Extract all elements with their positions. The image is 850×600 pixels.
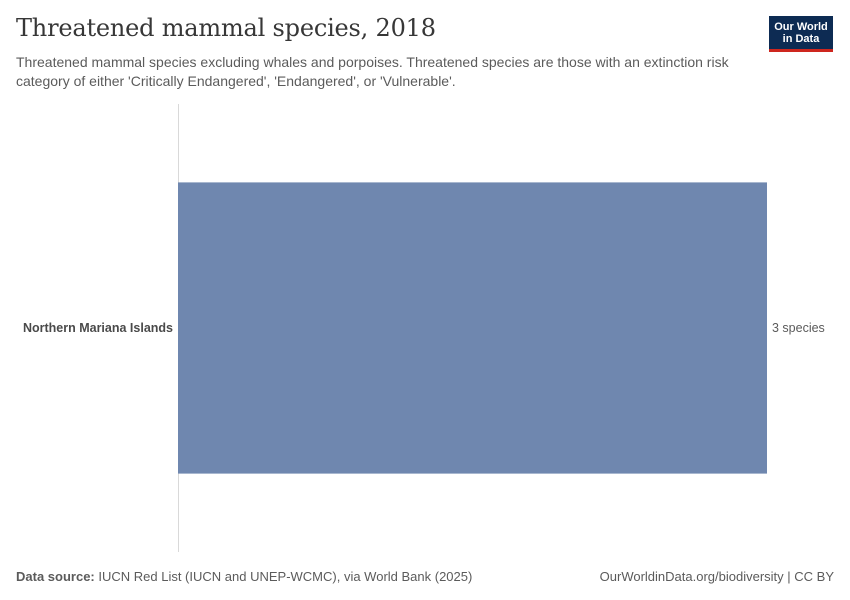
data-source-text: IUCN Red List (IUCN and UNEP-WCMC), via … [94,569,473,584]
license-link[interactable]: OurWorldinData.org/biodiversity | CC BY [599,569,834,584]
logo-line-2: in Data [782,33,820,45]
logo-line-1: Our World [774,21,828,33]
owid-logo[interactable]: Our World in Data [769,16,833,52]
bar[interactable] [178,182,767,474]
category-label: Northern Mariana Islands [23,321,173,335]
chart-title: Threatened mammal species, 2018 [16,14,436,42]
chart-subtitle: Threatened mammal species excluding whal… [16,54,729,89]
data-source-label: Data source: [16,569,95,584]
data-source: Data source: IUCN Red List (IUCN and UNE… [16,569,472,584]
bars-group: Northern Mariana Islands 3 species [23,182,825,474]
value-label: 3 species [772,321,825,335]
